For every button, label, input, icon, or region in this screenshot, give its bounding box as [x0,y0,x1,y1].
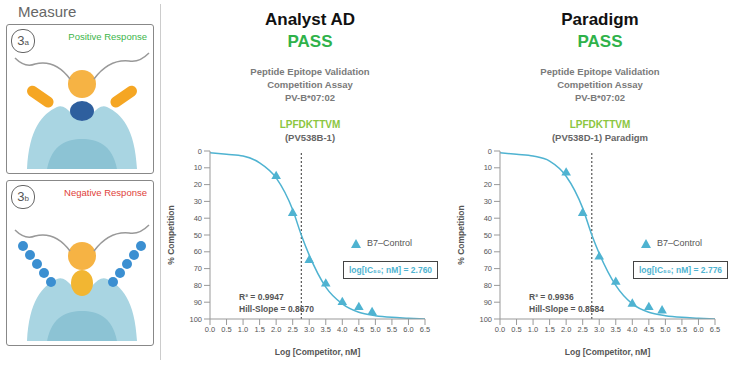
svg-text:100: 100 [189,315,202,324]
svg-text:0.5: 0.5 [511,325,521,334]
html-text:Hill-Slope = 0.8670: Hill-Slope = 0.8670 [239,304,314,314]
svg-text:20: 20 [484,180,492,189]
html-text:PV-B*07:02: PV-B*07:02 [574,92,626,103]
svg-text:5.0: 5.0 [370,325,380,334]
svg-text:1.5: 1.5 [254,325,264,334]
svg-text:2.5: 2.5 [287,325,297,334]
html-text:PV-B*07:02: PV-B*07:02 [284,92,336,103]
svg-text:4.5: 4.5 [354,325,364,334]
svg-text:70: 70 [194,264,202,273]
svg-text:6.5: 6.5 [420,325,430,334]
svg-text:3.0: 3.0 [594,325,604,334]
svg-text:0: 0 [198,147,202,156]
svg-text:5.5: 5.5 [387,325,397,334]
html-text:R² = 0.9936: R² = 0.9936 [529,292,574,302]
svg-text:5.5: 5.5 [677,325,687,334]
html-text:(PV538B-1): (PV538B-1) [284,132,336,143]
svg-text:10: 10 [484,163,492,172]
svg-text:10: 10 [194,163,202,172]
html-text:3a: 3a [17,33,29,48]
svg-text:30: 30 [484,197,492,206]
svg-text:Log [Competitor, nM]: Log [Competitor, nM] [565,347,651,357]
svg-text:1.0: 1.0 [528,325,538,334]
svg-text:100: 100 [479,315,492,324]
html-text:Negative Response: Negative Response [64,187,147,198]
svg-text:2.0: 2.0 [271,325,281,334]
svg-text:2.5: 2.5 [577,325,587,334]
svg-text:Log [Competitor, nM]: Log [Competitor, nM] [275,347,361,357]
html-text:Peptide Epitope Validation: Peptide Epitope Validation [540,66,660,77]
svg-text:1.0: 1.0 [238,325,248,334]
html-text:log[IC₅₀; nM] = 2.776: log[IC₅₀; nM] = 2.776 [639,265,723,275]
svg-text:0.0: 0.0 [205,325,215,334]
html-text:R² = 0.9947: R² = 0.9947 [239,292,284,302]
svg-text:6.0: 6.0 [693,325,703,334]
html-text:PASS: PASS [577,32,623,51]
svg-text:50: 50 [194,231,202,240]
html-text:B7–Control: B7–Control [657,238,702,248]
svg-text:% Competition: % Competition [166,205,176,265]
svg-text:3.5: 3.5 [611,325,621,334]
html-text:Measure: Measure [18,3,77,20]
svg-text:6.0: 6.0 [403,325,413,334]
html-text:Competition Assay: Competition Assay [557,79,643,90]
html-text:Positive Response: Positive Response [68,31,147,42]
svg-text:% Competition: % Competition [456,205,466,265]
svg-text:40: 40 [484,214,492,223]
svg-text:2.0: 2.0 [561,325,571,334]
svg-text:4.0: 4.0 [627,325,637,334]
svg-text:3.5: 3.5 [321,325,331,334]
html-text:LPFDKTTVM: LPFDKTTVM [569,119,631,130]
svg-text:4.0: 4.0 [337,325,347,334]
svg-text:0.5: 0.5 [221,325,231,334]
svg-text:50: 50 [484,231,492,240]
svg-text:80: 80 [194,281,202,290]
svg-text:20: 20 [194,180,202,189]
html-text:3b: 3b [17,189,29,204]
html-text:Hill-Slope = 0.8584: Hill-Slope = 0.8584 [529,304,604,314]
html-text:PASS: PASS [287,32,333,51]
svg-text:30: 30 [194,197,202,206]
svg-text:90: 90 [484,298,492,307]
svg-text:70: 70 [484,264,492,273]
svg-text:60: 60 [484,247,492,256]
svg-text:1.5: 1.5 [544,325,554,334]
svg-text:80: 80 [484,281,492,290]
html-text:B7–Control: B7–Control [367,238,412,248]
svg-text:5.0: 5.0 [660,325,670,334]
html-text:Analyst AD: Analyst AD [265,10,355,29]
svg-text:3.0: 3.0 [304,325,314,334]
svg-text:60: 60 [194,247,202,256]
svg-text:0: 0 [488,147,492,156]
html-text:Peptide Epitope Validation: Peptide Epitope Validation [250,66,370,77]
svg-text:4.5: 4.5 [644,325,654,334]
svg-text:0.0: 0.0 [495,325,505,334]
html-text:log[IC₅₀; nM] = 2.760: log[IC₅₀; nM] = 2.760 [349,265,433,275]
svg-text:6.5: 6.5 [710,325,720,334]
html-text:Paradigm: Paradigm [561,10,639,29]
html-text:LPFDKTTVM: LPFDKTTVM [279,119,341,130]
html-text:(PV538D-1) Paradigm: (PV538D-1) Paradigm [552,132,648,143]
svg-text:90: 90 [194,298,202,307]
svg-text:40: 40 [194,214,202,223]
html-text:Competition Assay: Competition Assay [267,79,353,90]
